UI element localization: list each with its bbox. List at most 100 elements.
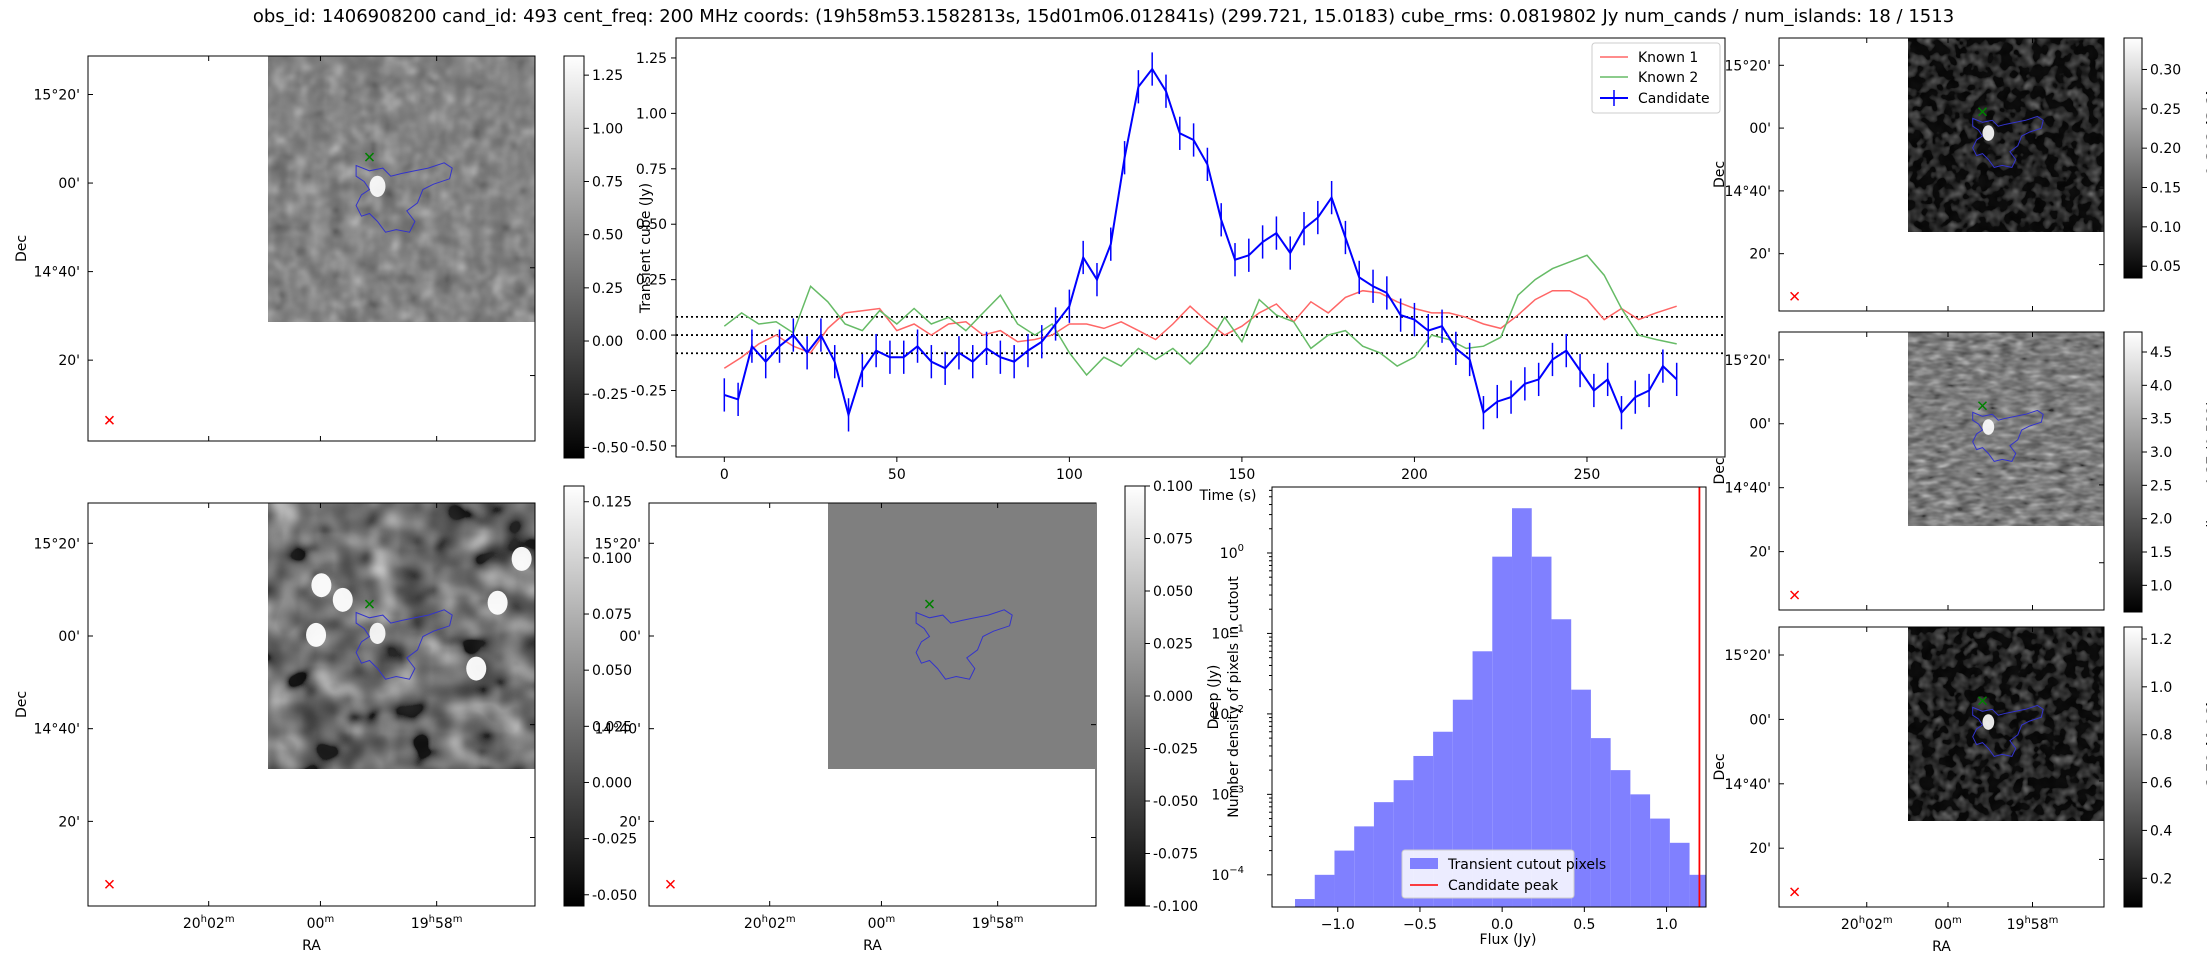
cutout-source-deep — [369, 622, 386, 644]
colorbar-tick-label: 0.2 — [2150, 871, 2172, 887]
colorbar-tick-label: -0.050 — [592, 888, 637, 904]
ra-tick-label: 20h02m — [183, 914, 235, 932]
cutout-panel-transient: 15°20' 00' 14°40' 20' Dec 1.25 1.00 0.75 0.50 0.2… — [14, 55, 628, 459]
colorbar-tick-label: 3.5 — [2150, 412, 2172, 428]
histogram-bar — [1531, 556, 1552, 907]
cutout-source-rms — [1982, 125, 1995, 141]
dec-tick-label: 00' — [619, 629, 641, 645]
colorbar-label-diff: Deep (Jy) — [1206, 665, 1222, 730]
ra-tick-label: 00m — [868, 914, 896, 932]
colorbar-tick-label: -0.100 — [1153, 899, 1198, 915]
histogram-xtick-label: 0.5 — [1573, 917, 1595, 933]
histogram-bar — [1314, 874, 1335, 907]
cutout-known-marker-diff — [924, 599, 934, 609]
dec-tick-label: 15°20' — [34, 88, 80, 104]
lightcurve-plot: 0 50 100 150 200 250 -0.50 -0.25 0.00 0.25 0.50 0.7… — [631, 37, 1726, 504]
lightcurve-xlabel: Time (s) — [1199, 488, 1257, 504]
dec-tick-label: 20' — [1749, 545, 1771, 561]
lightcurve-xtick-label: 100 — [1056, 467, 1083, 483]
ra-tick-label: 19h58m — [411, 914, 463, 932]
colorbar-rms — [2123, 37, 2143, 279]
colorbar-tick-label: -0.25 — [592, 387, 628, 403]
dec-axis-label: Dec — [1712, 161, 1728, 188]
histogram-bar — [1610, 770, 1631, 907]
colorbar-tick-label: -0.50 — [592, 440, 628, 456]
dec-tick-label: 00' — [1749, 712, 1771, 728]
dec-tick-label: 14°40' — [1725, 481, 1771, 497]
colorbar-tick-label: 1.25 — [592, 68, 623, 84]
dec-tick-label: 20' — [619, 814, 641, 830]
colorbar-spike — [2123, 331, 2143, 613]
colorbar-tick-label: 0.025 — [592, 719, 632, 735]
histogram-xtick-label: 0.0 — [1491, 917, 1513, 933]
cutout-contour-rms — [1972, 115, 2044, 168]
ra-tick-label: 19h58m — [972, 914, 1024, 932]
dec-tick-label: 00' — [1749, 417, 1771, 433]
histogram-bar — [1492, 556, 1513, 907]
colorbar-tick-label: 0.000 — [592, 775, 632, 791]
cutout-deep-source — [511, 546, 532, 571]
cutout-contour-deep — [355, 609, 453, 680]
colorbar-label-spike: spike = 4.37 (0.582) — [2205, 400, 2207, 544]
colorbar-tick-label: 0.075 — [592, 607, 632, 623]
cutout-noise-transient — [268, 56, 535, 322]
histogram-bar — [1551, 619, 1572, 907]
cutout-source-tcg — [1982, 714, 1995, 730]
histogram-xtick-label: 1.0 — [1655, 917, 1677, 933]
cutout-frame-tcg — [1778, 626, 2105, 908]
ra-tick-label: 20h02m — [744, 914, 796, 932]
dec-tick-label: 15°20' — [595, 536, 641, 552]
colorbar-tick-label: 3.0 — [2150, 445, 2172, 461]
cutout-red-marker-transient — [104, 415, 114, 425]
lightcurve-xtick-label: 0 — [720, 467, 729, 483]
colorbar-tick-label: 0.050 — [592, 663, 632, 679]
cutout-red-marker-rms — [1790, 291, 1800, 301]
ra-tick-label: 00m — [1934, 915, 1962, 933]
lightcurve-xtick-label: 150 — [1229, 467, 1256, 483]
cutout-noise-rms — [1908, 38, 2104, 232]
lightcurve-ylabel: Transient cube (Jy) — [638, 183, 654, 314]
ra-tick-label: 20h02m — [1841, 915, 1893, 933]
cutout-frame-deep — [87, 502, 536, 907]
lightcurve-ytick-label: 1.25 — [636, 51, 667, 67]
cutout-source-transient — [369, 175, 386, 197]
histogram-axes-frame — [1271, 486, 1707, 908]
legend-label-candidate: Candidate — [1638, 91, 1710, 107]
cutout-known-marker-transient — [364, 152, 374, 162]
dec-tick-label: 00' — [1749, 121, 1771, 137]
cutout-frame-diff — [648, 502, 1097, 907]
colorbar-tick-label: -0.075 — [1153, 847, 1198, 863]
ra-tick-label: 00m — [307, 914, 335, 932]
dec-tick-label: 00' — [58, 176, 80, 192]
lightcurve-xtick-label: 200 — [1401, 467, 1428, 483]
histogram-bar — [1334, 850, 1355, 907]
lightcurve-ytick-label: -0.50 — [631, 439, 667, 455]
dec-tick-label: 15°20' — [1725, 648, 1771, 664]
cutout-deep-source — [466, 656, 487, 681]
colorbar-tick-label: 0.025 — [1153, 637, 1193, 653]
cutout-contour-transient — [355, 162, 453, 233]
dec-axis-label: Dec — [14, 691, 30, 718]
histogram-ytick-label: 100 — [1220, 543, 1244, 562]
cutout-panel-spike: 15°20' 00' 14°40' 20' Dec 4.5 4.0 3.5 3.0 2.5 2.0 1… — [1712, 331, 2207, 613]
ra-tick-label: 19h58m — [2007, 915, 2059, 933]
colorbar-tick-label: 0.25 — [592, 281, 623, 297]
colorbar-diff — [1124, 485, 1146, 907]
histogram-bar — [1373, 802, 1394, 907]
cutout-known-marker-deep — [364, 599, 374, 609]
lightcurve-legend: Known 1 Known 2 Candidate — [1591, 42, 1721, 114]
colorbar-tick-label: 1.00 — [592, 121, 623, 137]
legend-swatch-cutout-pixels — [1410, 858, 1438, 869]
dec-tick-label: 14°40' — [1725, 777, 1771, 793]
histogram-ylabel: Number density of pixels in cutout — [1226, 576, 1242, 818]
cutout-deep-source — [487, 590, 508, 615]
histogram-ytick-label: 10−4 — [1211, 865, 1244, 884]
colorbar-tick-label: 2.5 — [2150, 478, 2172, 494]
colorbar-tick-label: 1.2 — [2150, 632, 2172, 648]
cutout-panel-tcg: 15°20' 00' 14°40' 20' Dec 20h02m 00m 19h58m RA 1.… — [1712, 626, 2207, 955]
dec-tick-label: 14°40' — [34, 722, 80, 738]
cutout-red-marker-tcg — [1790, 887, 1800, 897]
histogram-bar — [1669, 842, 1690, 907]
colorbar-tick-label: 0.10 — [2150, 220, 2181, 236]
